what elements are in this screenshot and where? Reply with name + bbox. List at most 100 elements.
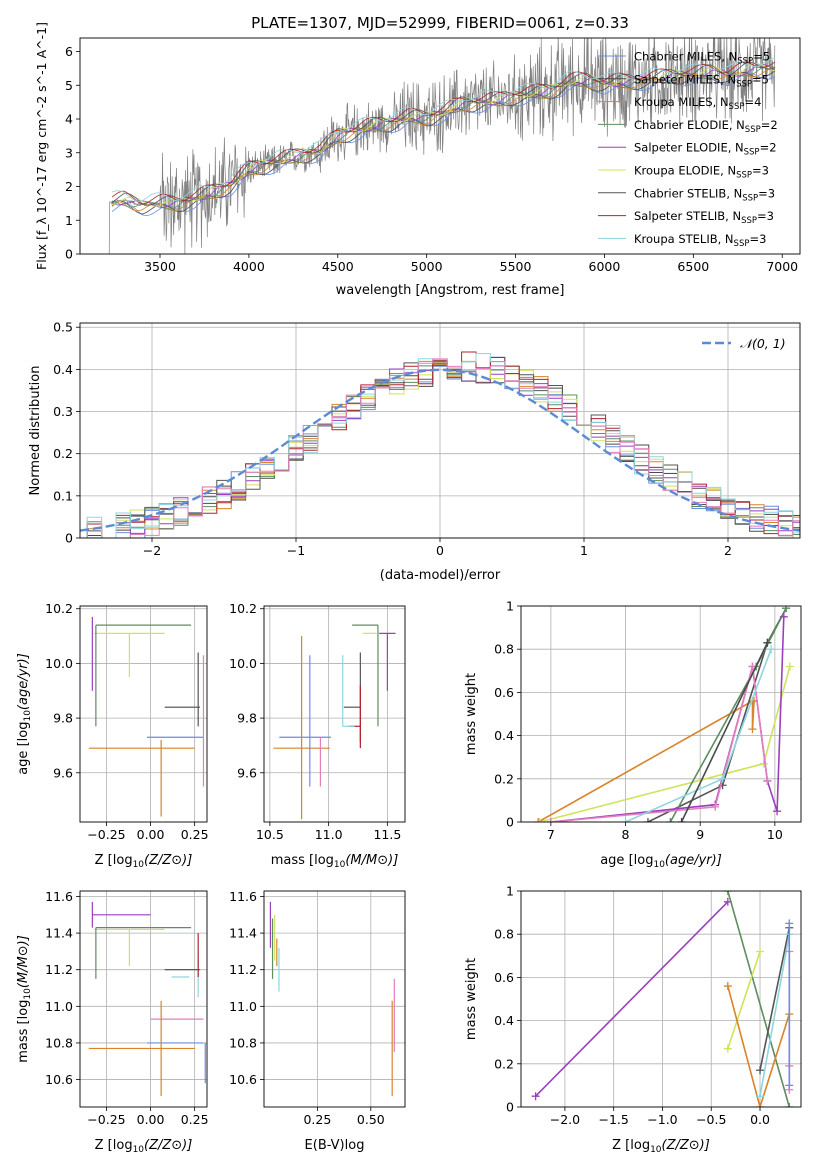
y-tick-label: 0.6 (494, 970, 514, 985)
y-tick-label: 0.2 (494, 771, 514, 786)
y-tick-label: 11.2 (229, 962, 257, 977)
legend-label: Chabrier MILES, NSSP=5 (634, 50, 770, 67)
y-tick-label: 0.1 (53, 488, 73, 503)
mass-weight-line (537, 699, 755, 822)
legend-subscript: SSP (742, 193, 758, 203)
observed-spectrum-line (107, 38, 776, 254)
y-tick-label: 10.8 (229, 1035, 257, 1050)
legend-suffix: =2 (760, 141, 777, 155)
mass-weight-marker (756, 1092, 765, 1101)
mass-weight-marker (535, 818, 544, 822)
y-tick-label: 10.0 (45, 656, 73, 671)
spectrum-plot (107, 38, 776, 254)
x-axis-label: Z [log10(Z/Z⊙)] (612, 1138, 710, 1155)
axes-mass_weight_vs_Z: −2.0 −1.5 −1.0 −0.5 0.0 0 0.2 0.4 0.6 0.8 1 Z [log1… (464, 884, 802, 1155)
x-tick-label: −0.25 (87, 827, 125, 842)
math-text: (Z/Z⊙)] (144, 1138, 192, 1153)
axes-frame (263, 890, 406, 1108)
y-tick-label: 9.8 (237, 711, 257, 726)
y-tick-label: 0.4 (494, 1013, 514, 1028)
legend-subscript: SSP (729, 102, 745, 112)
x-tick-label: −0.25 (87, 1112, 125, 1127)
y-tick-label: 11.4 (45, 926, 73, 941)
mass-weight-line (727, 985, 791, 1107)
x-tick-label: 4000 (233, 259, 265, 274)
y-tick-label: 10.8 (45, 1035, 73, 1050)
mass-weight-marker (534, 818, 543, 822)
mass-weight-line (680, 642, 769, 822)
model-fit-line (111, 61, 776, 206)
legend-suffix: =5 (753, 50, 770, 64)
mass-weight-marker (756, 947, 765, 956)
y-tick-label: 0.3 (53, 404, 73, 419)
y-tick-label: 11.2 (45, 962, 73, 977)
y-tick-label: 1 (506, 599, 514, 614)
normal-distribution-curve (80, 368, 800, 532)
legend-label: Kroupa STELIB, NSSP=3 (634, 232, 766, 249)
y-tick-label: 11.6 (45, 889, 73, 904)
model-fit-line (111, 70, 776, 215)
subscript: 10 (133, 860, 145, 870)
mass-weight-marker (763, 776, 772, 785)
legend-subscript: SSP (737, 57, 753, 67)
axes-mass_vs_EBV: 0.25 0.50 10.6 10.8 11.0 11.2 11.4 11.6 E(B-V)lo… (229, 889, 406, 1153)
legend-label: Salpeter ELODIE, NSSP=2 (634, 141, 777, 158)
subscript: 10 (334, 860, 346, 870)
y-tick-label: 0.2 (494, 1056, 514, 1071)
legend-suffix: =2 (761, 118, 778, 132)
y-tick-label: 0.8 (494, 927, 514, 942)
legend-subscript: SSP (741, 216, 757, 226)
axes-age_vs_Z: −0.25 0.00 0.25 9.6 9.8 10.0 10.2 Z [log10(Z/Z⊙… (16, 601, 209, 870)
y-tick-label: 0.4 (53, 362, 73, 377)
y-tick-label: 0.5 (53, 320, 73, 335)
x-tick-label: 6000 (589, 259, 621, 274)
mass-weight-marker (785, 1081, 794, 1090)
y-tick-label: 11.0 (45, 999, 73, 1014)
y-axis-label: mass [log10(M/M⊙)] (16, 935, 33, 1063)
errorbar-plot (88, 901, 206, 1097)
mass-weight-marker (756, 1103, 765, 1107)
x-tick-label: 7 (547, 827, 555, 842)
x-axis-label: E(B-V)log (305, 1138, 365, 1153)
y-tick-label: 9.6 (237, 765, 257, 780)
y-tick-label: 9.8 (53, 711, 73, 726)
errorbar-plot (269, 901, 395, 1097)
x-tick-label: 10 (767, 827, 783, 842)
mass-weight-marker (643, 818, 652, 822)
math-text: (age/yr)] (665, 853, 722, 868)
legend-subscript: SSP (736, 79, 752, 89)
y-tick-label: 0 (506, 815, 514, 830)
axes-frame (79, 37, 801, 255)
axes-mass_vs_Z: −0.25 0.00 0.25 10.6 10.8 11.0 11.2 11.4 11.6 Z [… (16, 889, 209, 1155)
y-tick-label: 10.6 (45, 1072, 73, 1087)
y-tick-label: 0.4 (494, 728, 514, 743)
x-tick-label: 0.25 (303, 1112, 331, 1127)
mass-weight-marker (785, 919, 794, 928)
axes-frame (520, 890, 802, 1108)
mass-weight-marker (782, 606, 791, 613)
legend-subscript: SSP (745, 125, 761, 135)
math-text: (Z/Z⊙)] (144, 853, 192, 868)
x-tick-label: 0.00 (137, 827, 165, 842)
subscript: 10 (23, 710, 33, 722)
errorbar-plot (273, 624, 396, 820)
mass-weight-marker (779, 612, 788, 621)
axes-mass_weight_vs_age: 7 8 9 10 0 0.2 0.4 0.6 0.8 1 age [log10(age/yr)] ma… (464, 599, 802, 870)
x-tick-label: 0.00 (137, 1112, 165, 1127)
mass-weight-line (759, 934, 791, 1097)
y-tick-label: 0 (506, 1100, 514, 1115)
legend-suffix: =3 (758, 186, 775, 200)
y-tick-label: 10.2 (229, 601, 257, 616)
axes-age_vs_mass: 10.5 11.0 11.5 9.6 9.8 10.0 10.2 mass [log10(M/… (229, 601, 406, 870)
legend-suffix: =3 (757, 209, 774, 223)
mass-weight-marker (785, 662, 794, 671)
mass-weight-marker (759, 759, 768, 768)
mass-weight-marker (718, 774, 727, 783)
mass-weight-marker (711, 802, 720, 811)
x-tick-label: 0.25 (181, 1112, 209, 1127)
y-tick-label: 0.8 (494, 642, 514, 657)
x-axis-label: Z [log10(Z/Z⊙)] (95, 1138, 193, 1155)
x-tick-label: −1.5 (599, 1112, 629, 1127)
legend-label: Chabrier ELODIE, NSSP=2 (634, 118, 778, 135)
y-tick-label: 0 (65, 531, 73, 546)
